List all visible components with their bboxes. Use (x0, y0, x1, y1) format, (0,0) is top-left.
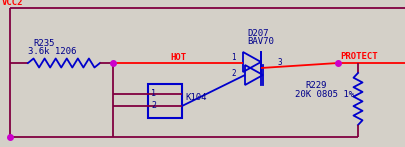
Text: 2: 2 (230, 69, 235, 78)
Bar (148, 84, 181, 118)
Text: D207: D207 (246, 29, 268, 38)
Text: HOT: HOT (170, 53, 185, 62)
Text: 2: 2 (151, 101, 156, 111)
Text: 1: 1 (230, 53, 235, 62)
Text: R235: R235 (33, 39, 54, 48)
Text: 3.6k 1206: 3.6k 1206 (28, 47, 76, 56)
Text: VCC2: VCC2 (2, 0, 23, 7)
Text: PROTECT: PROTECT (339, 52, 377, 61)
Text: R229: R229 (304, 81, 326, 90)
Text: BAV70: BAV70 (246, 37, 273, 46)
Text: 20K 0805 1%: 20K 0805 1% (294, 90, 353, 99)
Text: 1: 1 (151, 90, 156, 98)
Text: 3: 3 (277, 58, 282, 67)
Text: K104: K104 (185, 93, 206, 102)
